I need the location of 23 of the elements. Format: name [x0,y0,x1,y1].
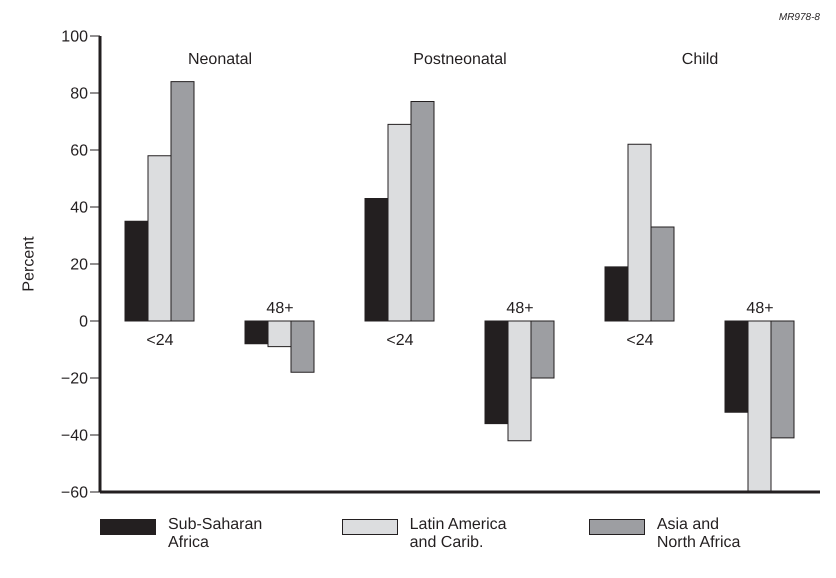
x-tick-label: 48+ [746,300,774,317]
annotation: Child [682,51,718,68]
x-tick-label: <24 [386,332,414,349]
y-tick-label: −60 [60,484,88,502]
x-tick-label: 48+ [266,300,294,317]
y-tick-label: 40 [70,200,88,217]
x-tick-label: <24 [626,332,654,349]
legend-label: Sub-Saharan Africa [168,516,264,552]
legend-label: Latin America and Carib. [410,516,508,552]
y-tick-label: −40 [60,428,88,445]
x-tick-label: <24 [146,332,174,349]
y-tick-label: 60 [70,142,88,160]
y-tick-label: −20 [60,370,88,388]
y-tick-label: 100 [61,28,88,46]
annotation: Postneonatal [413,51,507,68]
y-tick-label: 0 [79,314,88,331]
y-tick-label: 80 [70,86,88,103]
annotation: Neonatal [188,51,252,68]
y-axis-title: Percent [20,236,38,292]
x-tick-label: 48+ [506,300,534,317]
text: MR978-8 [778,12,820,23]
legend-label: Asia and North Africa [656,516,742,552]
y-tick-label: 20 [70,256,88,274]
